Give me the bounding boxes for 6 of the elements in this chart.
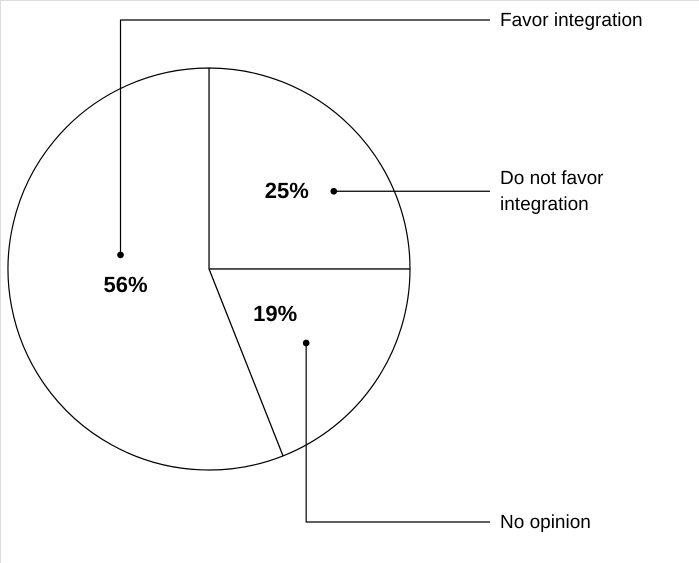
data-label: 25% [264,178,309,204]
data-label: 56% [103,272,148,297]
slice-label: No opinion [500,512,591,533]
slice-label: Do not favor integration [500,168,604,216]
data-label: 19% [253,300,298,326]
slice-label: Favor integration [500,10,643,31]
